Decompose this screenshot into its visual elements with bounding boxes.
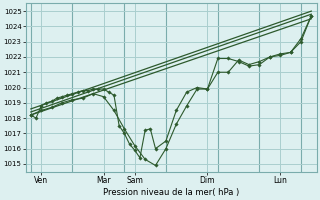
X-axis label: Pression niveau de la mer( hPa ): Pression niveau de la mer( hPa ) (103, 188, 239, 197)
